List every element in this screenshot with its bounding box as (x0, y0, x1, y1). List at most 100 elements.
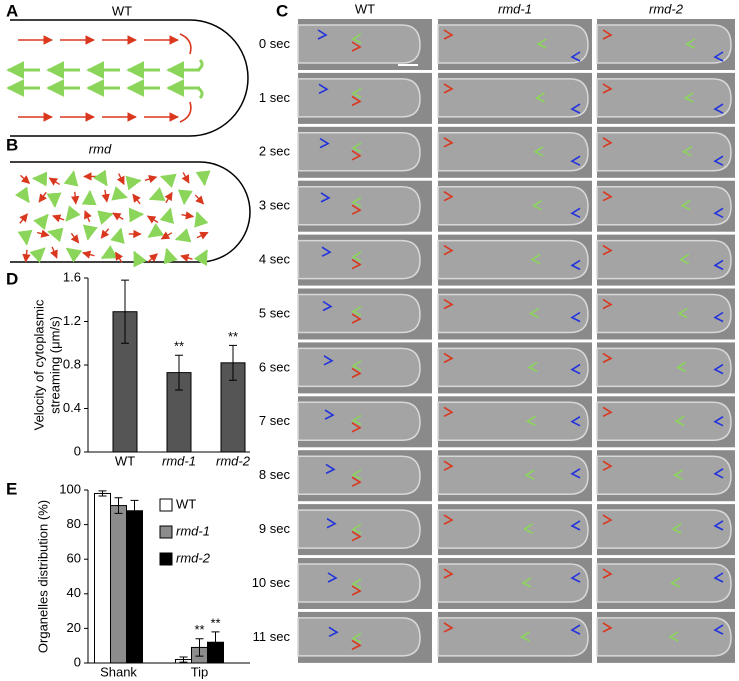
pollen-tube (297, 78, 421, 118)
arrowhead (602, 298, 613, 310)
arrowhead (602, 352, 613, 364)
arrowhead (328, 626, 339, 638)
x-tick-label: Shank (100, 664, 137, 679)
arrow (181, 172, 190, 184)
arrowhead (351, 33, 362, 44)
y-tick-label: 0.8 (63, 356, 81, 371)
pollen-tube (437, 347, 589, 388)
pollen-tube (596, 132, 732, 172)
arrowhead (443, 352, 454, 364)
row-label: 3 sec (259, 198, 291, 213)
row-label: 11 sec (253, 629, 291, 644)
arrow (70, 191, 80, 205)
arrowhead (570, 311, 581, 323)
pollen-tube (297, 347, 421, 388)
arrowhead (602, 568, 613, 579)
arrow (160, 173, 177, 188)
pollen-tube (596, 78, 732, 118)
arrow (174, 228, 192, 243)
pollen-tube (437, 563, 589, 603)
error-bar (229, 344, 237, 381)
arrowhead (443, 298, 454, 310)
pollen-tube (596, 293, 732, 334)
arrowhead (351, 251, 362, 262)
arrowhead (322, 300, 333, 312)
legend-swatch (159, 498, 173, 512)
arrow (193, 249, 208, 266)
arrow (164, 191, 173, 204)
pollen-tube (437, 401, 589, 442)
arrowhead (534, 92, 546, 103)
y-tick-label: 20 (67, 620, 81, 635)
arrowhead (570, 207, 581, 219)
arrowhead (713, 572, 724, 583)
arrow (47, 227, 64, 243)
row-label: 6 sec (259, 359, 291, 374)
arrowhead (351, 523, 362, 535)
arrowhead (351, 414, 362, 426)
streaming-arrows (6, 33, 211, 268)
significance: ** (210, 615, 220, 630)
pollen-tube (297, 293, 421, 334)
arrow (82, 224, 98, 241)
arrowhead (570, 520, 581, 531)
arrow (133, 250, 148, 268)
arrowhead (522, 523, 534, 534)
arrow (100, 228, 110, 239)
bar (126, 510, 143, 664)
arrowhead (443, 622, 454, 633)
arrowhead (317, 29, 328, 40)
pollen-tube (437, 185, 589, 226)
arrowhead (670, 577, 681, 588)
arrow (146, 215, 159, 224)
micrographs: WT rmd-1 rmd-2 0 sec 1 sec 2 sec 3 sec 4 sec 5 s… (252, 1, 735, 663)
arrowhead (570, 468, 581, 479)
arrow (65, 247, 83, 263)
arrowhead (713, 51, 724, 62)
pollen-tube (297, 24, 421, 64)
y-tick-label: 0.4 (63, 400, 81, 415)
arrowhead (570, 624, 581, 635)
arrow (159, 207, 175, 224)
arrowhead (527, 361, 538, 373)
pollen-tube (297, 563, 421, 603)
arrowhead (528, 307, 540, 319)
arrow (160, 231, 173, 240)
pollen-tube (596, 455, 732, 495)
arrow (197, 86, 204, 100)
arrow (147, 253, 158, 263)
arrowhead (713, 259, 724, 271)
y-axis-label: streaming (μm/s) (47, 316, 62, 414)
row-label: 4 sec (259, 252, 291, 267)
significance: ** (194, 622, 204, 637)
arrow (19, 174, 31, 184)
pollen-tube (297, 401, 421, 442)
pollen-tube (437, 78, 589, 118)
pollen-tube (297, 617, 421, 657)
y-axis-label: Organelles distribution (%) (35, 500, 50, 653)
arrowhead (351, 578, 362, 589)
arrow (93, 169, 108, 187)
arrowhead (351, 305, 362, 317)
arrowhead (570, 259, 581, 271)
error-bar (114, 497, 123, 514)
cell-outline (10, 19, 249, 137)
arrowhead (351, 530, 362, 542)
y-axis-label: Velocity of cytoplasmic (31, 299, 46, 430)
arrowhead (525, 415, 537, 427)
arrowhead (570, 51, 581, 62)
row-label: 0 sec (259, 36, 291, 51)
arrowhead (351, 204, 362, 215)
error-bar (121, 279, 129, 344)
arrow (180, 253, 193, 262)
arrowhead (602, 191, 613, 202)
legend-label: rmd-2 (176, 550, 211, 565)
arrowhead (320, 192, 331, 203)
pollen-tube (437, 509, 589, 549)
pollen-tube (596, 401, 732, 442)
arrowhead (533, 146, 544, 157)
arrowhead (323, 355, 334, 366)
arrowhead (602, 83, 613, 94)
arrow (179, 101, 192, 123)
